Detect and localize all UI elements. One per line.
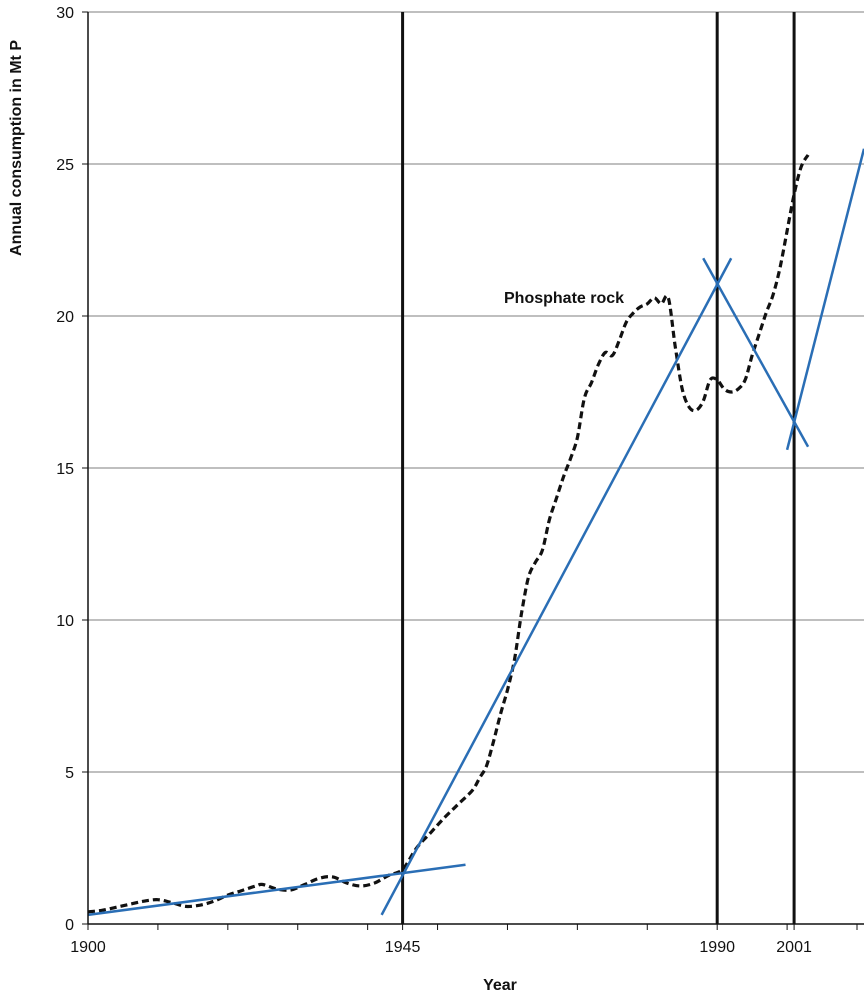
x-tick-label: 1990 — [699, 939, 735, 956]
y-tick-label: 30 — [56, 5, 74, 22]
y-tick-label: 20 — [56, 309, 74, 326]
x-tick-label: 1900 — [70, 939, 106, 956]
trend-line — [87, 863, 466, 917]
y-axis-title: Annual consumption in Mt P — [8, 40, 25, 256]
trend-line — [702, 257, 810, 448]
gridlines — [88, 11, 864, 773]
y-tick-label: 10 — [56, 613, 74, 630]
axes — [82, 11, 864, 930]
vertical-markers — [401, 12, 796, 924]
tick-labels: 0 5 10 15 20 25 30 1900 1945 1990 2001 — [56, 5, 812, 956]
x-tick-label: 1945 — [385, 939, 421, 956]
series-line-phosphate-rock — [87, 154, 810, 914]
trend-line — [380, 257, 733, 916]
y-tick-label: 15 — [56, 461, 74, 478]
y-tick-label: 5 — [65, 765, 74, 782]
x-axis-title: Year — [483, 977, 517, 994]
trend-line — [785, 148, 864, 451]
trend-lines — [87, 148, 864, 917]
series-layer — [87, 154, 810, 914]
x-tick-label: 2001 — [776, 939, 812, 956]
y-tick-label: 0 — [65, 917, 74, 934]
annotation-phosphate-rock: Phosphate rock — [504, 290, 624, 307]
y-tick-label: 25 — [56, 157, 74, 174]
